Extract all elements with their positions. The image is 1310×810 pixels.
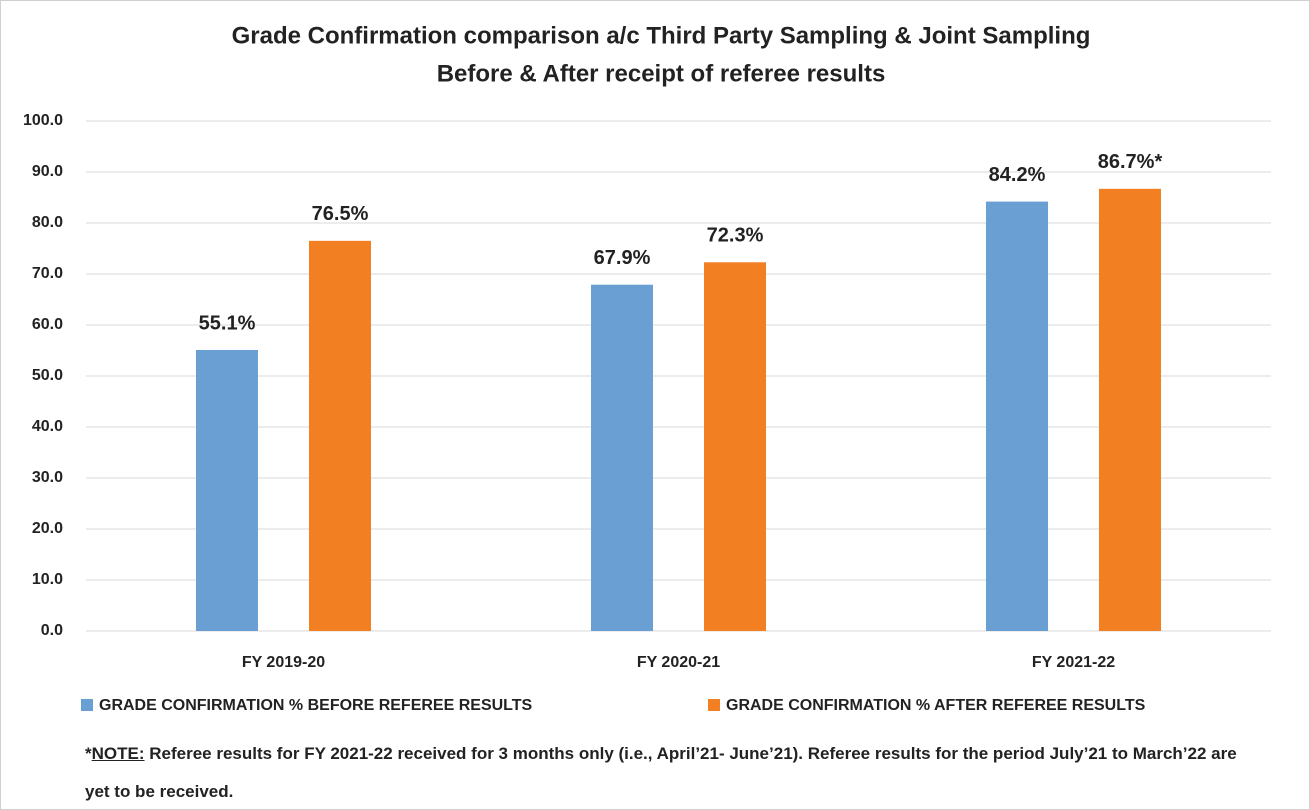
legend-label: GRADE CONFIRMATION % AFTER REFEREE RESUL… (726, 697, 1146, 714)
data-label: 84.2% (989, 164, 1046, 186)
data-label: 67.9% (594, 247, 651, 269)
y-tick-label: 10.0 (32, 571, 63, 588)
data-label: 55.1% (199, 312, 256, 334)
note-label: NOTE: (91, 744, 145, 763)
bar (704, 262, 766, 631)
chart-title: Before & After receipt of referee result… (437, 60, 886, 87)
y-tick-label: 20.0 (32, 520, 63, 537)
legend-swatch (81, 699, 93, 711)
y-tick-label: 80.0 (32, 214, 63, 231)
chart-title: Grade Confirmation comparison a/c Third … (232, 22, 1091, 49)
bar (196, 349, 258, 631)
data-label: 72.3% (707, 225, 764, 247)
y-tick-label: 50.0 (32, 367, 63, 384)
y-tick-label: 40.0 (32, 418, 63, 435)
note: *NOTE: Referee results for FY 2021-22 re… (85, 735, 1245, 809)
legend-label: GRADE CONFIRMATION % BEFORE REFEREE RESU… (99, 697, 533, 714)
data-label: 86.7%* (1098, 151, 1163, 173)
note-marker: * (85, 744, 92, 763)
y-tick-label: 100.0 (23, 112, 63, 129)
x-tick-label: FY 2019-20 (242, 654, 325, 671)
data-label: 76.5% (312, 203, 369, 225)
bar (986, 201, 1048, 631)
legend-swatch (708, 699, 720, 711)
x-tick-label: FY 2020-21 (637, 654, 720, 671)
y-tick-label: 70.0 (32, 265, 63, 282)
note-text: Referee results for FY 2021-22 received … (85, 744, 1237, 801)
x-tick-label: FY 2021-22 (1032, 654, 1115, 671)
bar (591, 284, 653, 631)
y-tick-label: 0.0 (41, 622, 63, 639)
y-tick-label: 30.0 (32, 469, 63, 486)
bar (1099, 188, 1161, 631)
y-tick-label: 60.0 (32, 316, 63, 333)
y-tick-label: 90.0 (32, 163, 63, 180)
bar (309, 240, 371, 631)
